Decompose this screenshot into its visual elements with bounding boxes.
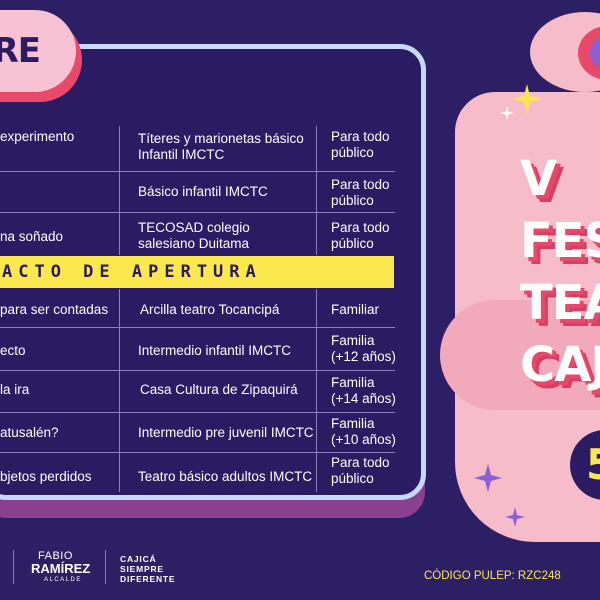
- eye-pupil: [590, 36, 600, 70]
- pink-wave: [440, 300, 600, 410]
- table-cell-publico: Familia (+14 años): [331, 375, 396, 406]
- table-cell-grupo: Casa Cultura de Zipaquirá: [140, 382, 298, 397]
- festival-title: V FES TEAT CAJIC: [520, 151, 600, 393]
- brand-top: FABIO: [38, 550, 73, 562]
- column-divider: [316, 289, 317, 492]
- table-cell-obra: para ser contadas: [0, 302, 109, 317]
- table-cell-grupo: Intermedio infantil IMCTC: [138, 343, 292, 358]
- footer-divider: [105, 550, 106, 584]
- table-cell-publico: Familiar: [331, 302, 380, 317]
- opening-banner: ACTO DE APERTURA: [0, 256, 394, 288]
- eye-iris: [578, 26, 600, 80]
- table-cell-obra: bjetos perdidos: [0, 469, 92, 484]
- table-cell-obra: ecto: [0, 343, 26, 358]
- table-cell-publico: Familia (+10 años): [331, 416, 396, 447]
- festival-number: 5: [586, 440, 600, 489]
- sparkle-icon: [512, 84, 542, 114]
- row-divider: [0, 327, 395, 328]
- column-divider: [119, 289, 120, 492]
- row-divider: [0, 171, 395, 172]
- table-cell-grupo: TECOSAD colegio salesiano Duitama: [138, 220, 250, 251]
- pulep-code: CÓDIGO PULEP: RZC248: [424, 570, 561, 582]
- table-cell-obra: experimento: [0, 129, 75, 144]
- row-divider: [0, 452, 395, 453]
- table-cell-grupo: Teatro básico adultos IMCTC: [138, 469, 313, 484]
- table-cell-publico: Familia (+12 años): [331, 333, 396, 364]
- footer-divider: [13, 550, 14, 584]
- table-cell-obra: la ira: [0, 382, 30, 397]
- brand-role: ALCALDE: [44, 577, 82, 583]
- small-star-badge-icon: [500, 502, 530, 532]
- opening-label: ACTO DE APERTURA: [2, 262, 262, 282]
- small-sparkle-icon: [500, 106, 514, 120]
- slogan: CAJICÁ SIEMPRE DIFERENTE: [120, 554, 176, 584]
- column-divider: [119, 126, 120, 255]
- star-badge-icon: [466, 456, 510, 500]
- table-cell-publico: Para todo público: [331, 220, 390, 251]
- table-cell-publico: Para todo público: [331, 129, 390, 160]
- row-divider: [0, 412, 395, 413]
- table-cell-grupo: Básico infantil IMCTC: [138, 184, 268, 199]
- month-pill: BRE: [0, 10, 76, 92]
- table-cell-obra: na soñado: [0, 229, 64, 244]
- table-cell-grupo: Intermedio pre juvenil IMCTC: [138, 425, 314, 440]
- month-label: BRE: [0, 31, 41, 71]
- table-cell-publico: Para todo público: [331, 455, 390, 486]
- row-divider: [0, 212, 395, 213]
- column-divider: [316, 126, 317, 255]
- row-divider: [0, 370, 395, 371]
- brand-name: RAMÍREZ: [31, 561, 91, 576]
- table-cell-grupo: Arcilla teatro Tocancipá: [140, 302, 280, 317]
- table-cell-publico: Para todo público: [331, 177, 390, 208]
- table-cell-obra: atusalén?: [0, 425, 59, 440]
- table-cell-grupo: Títeres y marionetas básico Infantil IMC…: [138, 131, 304, 162]
